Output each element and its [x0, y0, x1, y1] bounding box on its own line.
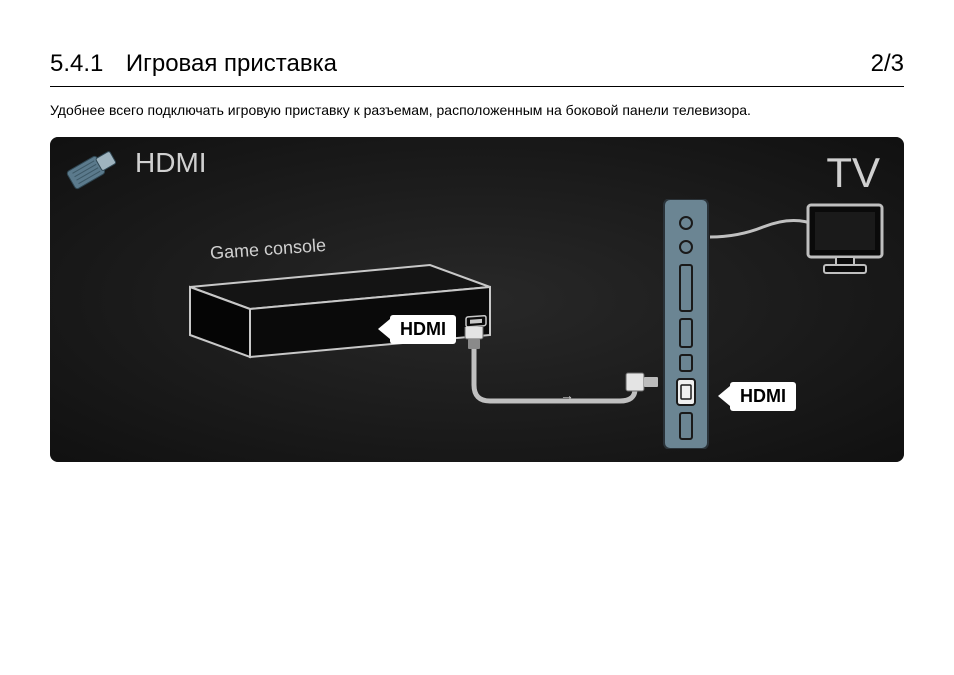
console-hdmi-chip-text: HDMI [400, 319, 446, 340]
tv-hdmi-chip-text: HDMI [740, 386, 786, 407]
section-number: 5.4.1 [50, 50, 103, 77]
header-divider [50, 86, 904, 87]
tv-monitor-icon [802, 201, 888, 281]
tv-label: TV [826, 149, 880, 197]
hdmi-top-label: HDMI [135, 147, 207, 179]
tv-hdmi-chip: HDMI [730, 382, 796, 411]
body-paragraph: Удобнее всего подключать игровую пристав… [50, 101, 904, 121]
section-title: Игровая приставка [126, 50, 337, 77]
game-console-icon [170, 257, 500, 367]
page-indicator: 2/3 [871, 50, 904, 78]
console-hdmi-chip: HDMI [390, 315, 456, 344]
connection-diagram: HDMI TV Game console [50, 137, 904, 462]
direction-arrow-icon: → [560, 387, 574, 403]
section-header: 5.4.1 Игровая приставка 2/3 [50, 50, 904, 78]
hdmi-connector-icon [56, 143, 128, 195]
section-heading-left: 5.4.1 Игровая приставка [50, 50, 337, 78]
hdmi-cable [460, 327, 680, 437]
